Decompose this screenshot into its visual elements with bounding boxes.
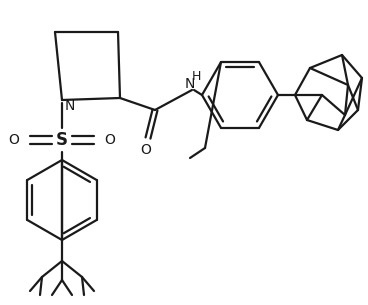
- Text: N: N: [65, 99, 75, 113]
- Text: O: O: [105, 133, 116, 147]
- Text: O: O: [141, 143, 152, 157]
- Text: H: H: [191, 70, 201, 84]
- Text: N: N: [185, 77, 195, 91]
- Text: O: O: [8, 133, 20, 147]
- Text: S: S: [56, 131, 68, 149]
